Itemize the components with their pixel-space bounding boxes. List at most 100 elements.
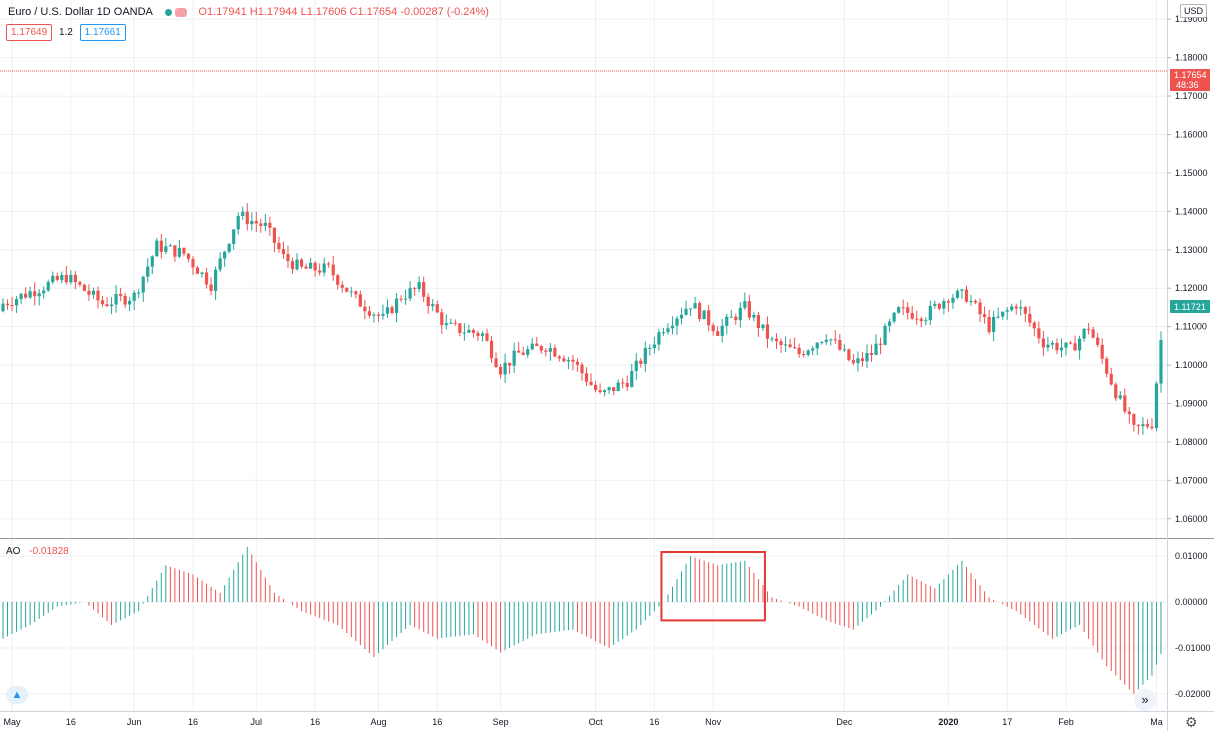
candle-body: [625, 383, 629, 387]
candle-body: [738, 307, 742, 321]
candle-body: [100, 300, 105, 305]
candle-body: [621, 382, 625, 384]
time-tick-label: Jun: [127, 717, 142, 727]
gear-icon[interactable]: ⚙: [1185, 714, 1198, 730]
candle-body: [372, 314, 376, 316]
candle-body: [191, 258, 195, 268]
time-tick-label: 16: [310, 717, 320, 727]
time-tick-label: 16: [188, 717, 198, 727]
buy-button[interactable]: 1.17661: [79, 24, 126, 41]
candle-body: [1068, 342, 1073, 344]
price-tick-label: 1.10000: [1175, 360, 1208, 370]
candle-body: [887, 321, 892, 326]
currency-label[interactable]: USD: [1180, 4, 1208, 18]
candle-body: [290, 261, 295, 270]
candle-body: [752, 314, 756, 318]
ao-name[interactable]: AO: [6, 546, 21, 557]
price-candles: [1, 203, 1163, 435]
candle-body: [955, 290, 960, 298]
close-value: C1.17654: [349, 6, 398, 18]
candle-body: [485, 333, 489, 341]
candle-body: [449, 322, 453, 324]
candle-body: [802, 353, 806, 356]
candle-body: [747, 301, 751, 318]
candle-body: [403, 298, 408, 300]
candle-body: [612, 387, 616, 392]
candle-body: [385, 307, 390, 314]
market-open-icon: [165, 8, 173, 16]
candle-body: [281, 249, 286, 255]
candle-body: [489, 340, 494, 359]
candle-body: [209, 284, 213, 291]
candle-body: [376, 314, 381, 316]
tradingview-logo-icon[interactable]: ▲: [6, 686, 28, 704]
candle-body: [42, 290, 46, 294]
candle-body: [123, 295, 127, 305]
countdown-label: 48:36: [1176, 80, 1199, 90]
spread-value: 1.2: [58, 27, 73, 38]
symbol-legend[interactable]: Euro / U.S. Dollar 1D OANDA O1.17941 H1.…: [8, 6, 489, 18]
candle-body: [892, 312, 896, 322]
last-price-tag: 1.17654 48:36: [1170, 69, 1210, 91]
candle-body: [933, 303, 937, 306]
candle-body: [480, 333, 485, 336]
candle-body: [69, 274, 73, 283]
candle-body: [168, 245, 172, 247]
candle-body: [539, 345, 543, 351]
candle-body: [711, 325, 715, 332]
candle-body: [340, 284, 344, 288]
price-tick-label: 1.19000: [1175, 14, 1208, 24]
ao-axis[interactable]: 0.01000 0.00000 -0.01000 -0.02000: [1175, 551, 1211, 699]
ohlc-values: O1.17941 H1.17944 L1.17606 C1.17654 -0.0…: [198, 6, 489, 18]
candle-body: [815, 342, 819, 349]
candle-body: [829, 339, 833, 341]
candle-body: [508, 362, 512, 366]
scroll-to-realtime-icon[interactable]: »: [1134, 689, 1156, 711]
candle-body: [91, 290, 96, 295]
time-tick-label: Sep: [493, 717, 509, 727]
candle-body: [969, 300, 973, 302]
price-axis[interactable]: 1.19000 1.18000 1.17000 1.16000 1.15000 1.140…: [1167, 14, 1208, 524]
time-tick-label: 16: [432, 717, 442, 727]
candle-body: [702, 310, 706, 320]
candle-body: [245, 211, 249, 225]
candle-body: [761, 324, 765, 329]
candle-body: [1028, 313, 1032, 323]
candle-body: [1032, 322, 1036, 329]
time-axis[interactable]: May 16 Jun 16 Jul 16 Aug 16 Sep Oct 16 Nov Dec 2020 17…: [4, 717, 1163, 727]
candle-body: [46, 282, 50, 291]
ao-legend[interactable]: AO -0.01828: [6, 546, 69, 557]
candle-body: [1114, 384, 1118, 399]
price-tick-label: 1.17000: [1175, 91, 1208, 101]
price-tick-label: 1.15000: [1175, 168, 1208, 178]
candle-body: [381, 313, 385, 316]
sell-button[interactable]: 1.17649: [6, 24, 53, 41]
candle-body: [562, 358, 566, 362]
candle-body: [5, 303, 10, 306]
candle-body: [1150, 426, 1154, 429]
candle-body: [670, 325, 675, 329]
candle-body: [1050, 342, 1055, 345]
candle-body: [838, 339, 842, 350]
candle-body: [847, 349, 851, 361]
symbol-title[interactable]: Euro / U.S. Dollar 1D OANDA: [8, 6, 153, 18]
candle-body: [431, 304, 435, 307]
time-tick-label: Oct: [589, 717, 604, 727]
candle-body: [928, 305, 932, 321]
candle-body: [652, 344, 656, 348]
high-value: H1.17944: [249, 6, 298, 18]
candle-body: [1159, 340, 1163, 384]
candle-body: [1073, 343, 1077, 351]
candle-body: [553, 347, 557, 357]
candle-body: [661, 332, 666, 334]
candle-body: [268, 222, 272, 228]
candle-body: [173, 245, 177, 257]
candle-body: [1055, 342, 1059, 351]
candle-body: [657, 332, 661, 345]
candle-body: [1145, 424, 1150, 427]
time-tick-label: 2020: [938, 717, 958, 727]
candle-body: [399, 298, 403, 300]
candle-body: [964, 289, 969, 302]
time-tick-label: Jul: [251, 717, 263, 727]
